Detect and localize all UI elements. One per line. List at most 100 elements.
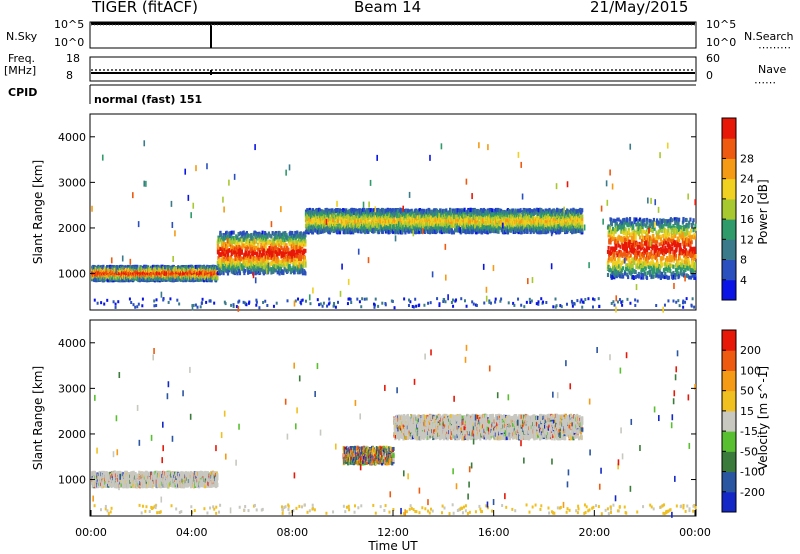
echo-gate bbox=[226, 271, 230, 276]
echo-gate bbox=[219, 233, 223, 238]
echo-gate bbox=[277, 248, 280, 253]
echo-gate bbox=[238, 262, 242, 267]
echo-gate bbox=[386, 215, 389, 220]
echo-gate bbox=[393, 212, 396, 217]
echo-gate bbox=[232, 230, 235, 235]
echo-gate bbox=[360, 219, 363, 224]
echo-gate bbox=[362, 217, 365, 222]
echo-gate bbox=[301, 266, 304, 271]
echo-gate bbox=[210, 278, 213, 283]
echo-gate bbox=[326, 220, 329, 225]
echo-gate bbox=[393, 219, 396, 224]
echo-gate bbox=[260, 243, 264, 248]
echo-gate bbox=[293, 265, 296, 270]
echo-gate bbox=[118, 275, 121, 280]
echo-gate bbox=[208, 265, 211, 270]
echo-gate bbox=[352, 210, 355, 215]
echo-gate bbox=[244, 242, 247, 247]
echo-gate bbox=[233, 259, 236, 264]
echo-gate bbox=[138, 273, 142, 278]
echo-gate bbox=[219, 230, 222, 235]
echo-gate bbox=[394, 227, 398, 232]
echo-gate bbox=[368, 222, 371, 227]
echo-gate bbox=[250, 261, 253, 266]
echo-gate bbox=[225, 268, 228, 273]
echo-gate bbox=[225, 245, 228, 250]
echo-gate bbox=[291, 231, 294, 236]
echo-gate bbox=[268, 264, 271, 269]
echo-gate bbox=[162, 276, 165, 281]
echo-gate bbox=[232, 267, 235, 272]
echo-gate bbox=[242, 262, 245, 267]
echo-gate bbox=[297, 249, 300, 254]
echo-gate bbox=[379, 216, 382, 221]
echo-gate bbox=[242, 230, 245, 235]
echo-gate bbox=[250, 267, 253, 272]
echo-gate bbox=[222, 241, 225, 246]
echo-gate bbox=[357, 229, 360, 234]
echo-gate bbox=[230, 269, 233, 274]
echo-gate bbox=[332, 218, 335, 223]
echo-gate bbox=[318, 224, 321, 229]
echo-gate bbox=[289, 252, 293, 257]
echo-gate bbox=[398, 225, 401, 230]
echo-gate bbox=[253, 247, 257, 252]
echo-gate bbox=[216, 265, 219, 270]
echo-gate bbox=[338, 208, 342, 213]
echo-gate bbox=[284, 248, 287, 253]
echo-gate bbox=[192, 275, 196, 280]
echo-gate bbox=[267, 254, 270, 259]
echo-gate bbox=[231, 259, 234, 264]
echo-gate bbox=[384, 229, 388, 234]
echo-gate bbox=[124, 273, 128, 278]
echo-gate bbox=[254, 245, 257, 250]
echo-gate bbox=[340, 210, 343, 215]
echo-gate bbox=[344, 214, 347, 219]
echo-gate bbox=[238, 256, 241, 261]
echo-gate bbox=[450, 228, 454, 233]
echo-gate bbox=[233, 250, 237, 255]
echo-gate bbox=[295, 254, 298, 259]
echo-gate bbox=[304, 233, 307, 238]
echo-gate bbox=[165, 268, 168, 273]
echo-gate bbox=[287, 255, 291, 260]
echo-gate bbox=[245, 253, 248, 258]
echo-gate bbox=[217, 245, 220, 250]
echo-gate bbox=[351, 227, 354, 232]
echo-gate bbox=[221, 244, 224, 249]
echo-gate bbox=[282, 231, 285, 236]
echo-gate bbox=[267, 269, 270, 274]
echo-gate bbox=[247, 270, 250, 275]
echo-gate bbox=[223, 262, 226, 267]
echo-gate bbox=[181, 273, 184, 278]
echo-gate bbox=[195, 264, 198, 269]
echo-gate bbox=[297, 265, 300, 270]
echo-gate bbox=[135, 268, 138, 273]
echo-gate bbox=[235, 270, 238, 275]
echo-gate bbox=[299, 234, 302, 239]
echo-gate bbox=[263, 269, 266, 274]
echo-gate bbox=[280, 245, 283, 250]
echo-gate bbox=[445, 208, 448, 213]
echo-gate bbox=[359, 223, 362, 228]
echo-gate bbox=[283, 238, 286, 243]
echo-gate bbox=[321, 226, 324, 231]
echo-gate bbox=[325, 214, 328, 219]
echo-gate bbox=[303, 234, 306, 239]
echo-gate bbox=[350, 209, 354, 214]
echo-gate bbox=[282, 257, 286, 262]
echo-gate bbox=[217, 240, 220, 245]
echo-gate bbox=[187, 267, 190, 272]
echo-gate bbox=[188, 267, 191, 272]
echo-gate bbox=[308, 217, 311, 222]
echo-gate bbox=[369, 227, 372, 232]
echo-gate bbox=[388, 229, 391, 234]
echo-gate bbox=[338, 230, 342, 235]
echo-gate bbox=[350, 220, 353, 225]
echo-gate bbox=[348, 208, 351, 213]
echo-gate bbox=[320, 214, 323, 219]
echo-gate bbox=[121, 272, 124, 277]
echo-gate bbox=[277, 243, 281, 248]
echo-gate bbox=[295, 245, 298, 250]
echo-gate bbox=[272, 232, 276, 237]
